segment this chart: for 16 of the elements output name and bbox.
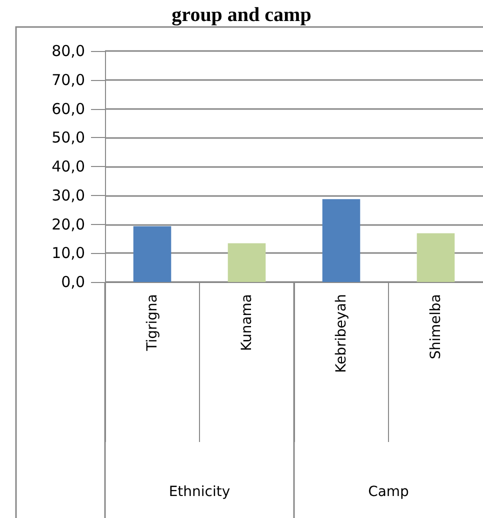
y-tick-label: 70,0 [52, 70, 85, 89]
x-tick-label: Kebribeyah [333, 294, 350, 373]
text: Ethnicity [168, 484, 230, 500]
y-tick-label: 30,0 [52, 186, 85, 204]
y-tick-label: 0,0 [61, 273, 85, 291]
y-tick-label: 10,0 [52, 244, 85, 262]
y-tick-label: 20,0 [52, 215, 85, 234]
y-tick-label: 80,0 [52, 42, 85, 60]
x-tick-label: Tigrigna [144, 294, 160, 352]
x-tick-label: Shimelba [428, 294, 444, 360]
y-tick-label: 40,0 [52, 158, 85, 176]
y-tick-label: 50,0 [52, 128, 85, 147]
y-tick-label: 60,0 [52, 100, 85, 118]
chart-title: group and camp [172, 4, 312, 26]
x-tick-label: Kunama [238, 294, 255, 352]
text: Camp [368, 484, 410, 500]
